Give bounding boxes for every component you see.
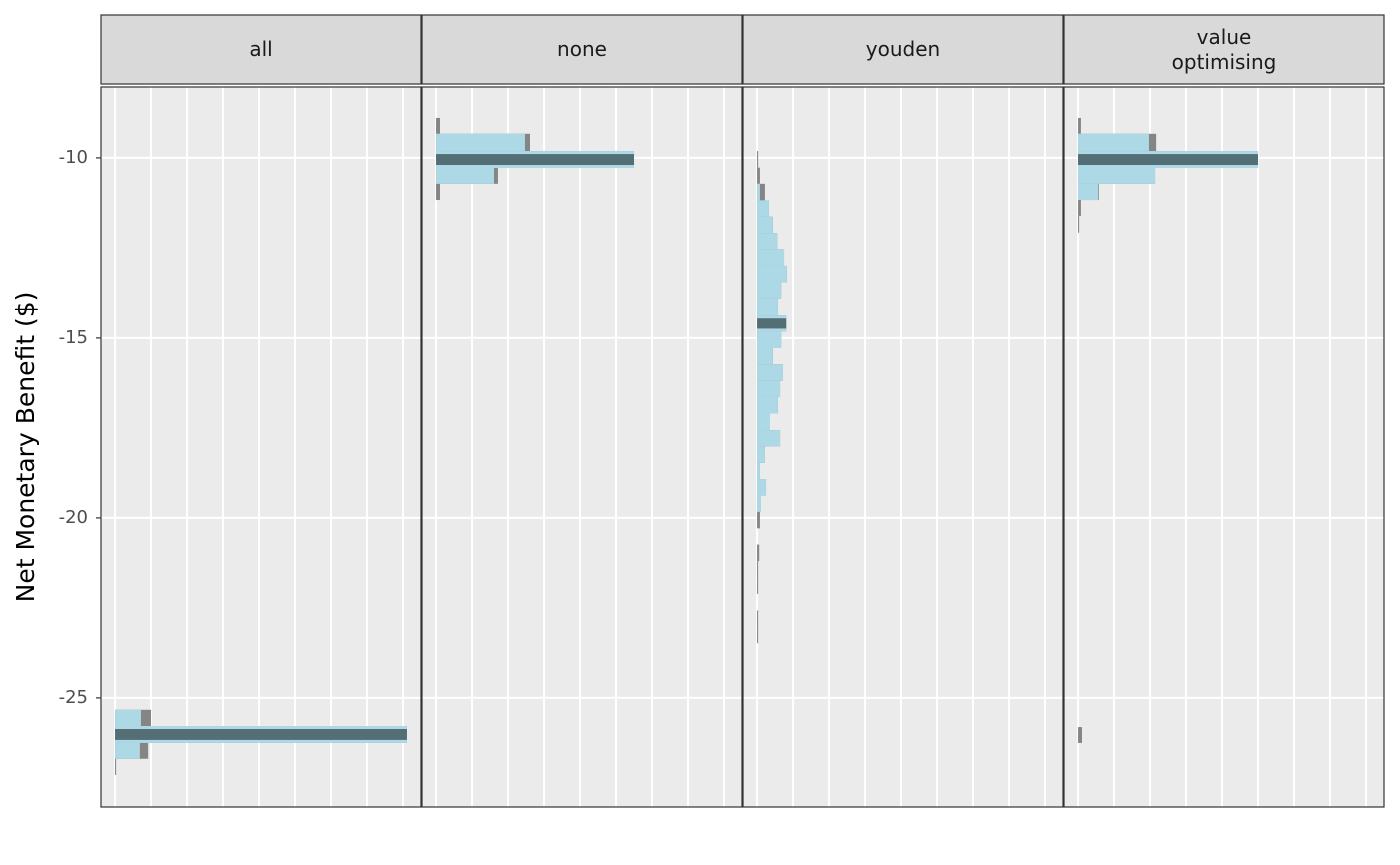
panel-border xyxy=(100,86,422,808)
bar xyxy=(757,396,778,414)
bar xyxy=(757,462,760,480)
panel xyxy=(743,87,1063,807)
bar xyxy=(757,282,782,299)
strip xyxy=(1063,14,1385,85)
strip-label: youden xyxy=(865,37,941,61)
outline-bar xyxy=(1078,200,1081,216)
panel xyxy=(1064,87,1384,807)
bar xyxy=(757,249,785,266)
y-tick-label: -15 xyxy=(59,327,88,348)
bar xyxy=(115,709,141,726)
panel-border xyxy=(421,86,743,808)
outline-bar xyxy=(757,626,759,644)
bar xyxy=(757,233,778,250)
bar xyxy=(1078,183,1099,201)
y-tick-label: -20 xyxy=(59,507,88,528)
bar xyxy=(1078,168,1156,184)
highlight-bar xyxy=(1078,154,1259,165)
highlight-bar xyxy=(115,729,407,740)
strip-label: all xyxy=(249,37,273,61)
strip-label: none xyxy=(557,37,607,61)
outline-bar xyxy=(757,511,760,529)
bar xyxy=(757,298,778,316)
bar xyxy=(1078,133,1149,152)
outline-bar xyxy=(757,561,759,578)
bar xyxy=(757,364,783,381)
bar xyxy=(757,495,761,512)
panel-border xyxy=(742,86,1064,808)
strip-label: value optimising xyxy=(1171,24,1277,74)
outline-bar xyxy=(757,544,760,562)
y-tick-label: -10 xyxy=(59,147,88,168)
bar xyxy=(757,446,765,463)
panel xyxy=(422,87,742,807)
outline-bar xyxy=(1078,215,1080,233)
bar xyxy=(757,216,773,234)
outline-bar xyxy=(1078,117,1081,134)
outline-bar xyxy=(436,183,440,201)
bar xyxy=(757,183,760,201)
bar xyxy=(757,331,782,348)
outline-bar xyxy=(757,577,759,594)
outline-bar xyxy=(115,758,117,775)
strip xyxy=(421,14,743,85)
strip xyxy=(742,14,1064,85)
bar xyxy=(436,168,494,184)
outline-bar xyxy=(757,151,759,168)
panel xyxy=(101,87,421,807)
bar xyxy=(757,200,769,217)
bar xyxy=(757,380,781,397)
bar xyxy=(757,265,787,283)
panel-border xyxy=(1063,86,1385,808)
strip xyxy=(100,14,422,85)
bar xyxy=(115,742,140,759)
outline-bar xyxy=(757,610,759,627)
outline-bar xyxy=(757,183,765,201)
highlight-bar xyxy=(436,154,635,165)
y-tick-label: -25 xyxy=(59,687,88,708)
outline-bar xyxy=(757,167,760,184)
highlight-bar xyxy=(757,318,787,329)
outline-bar xyxy=(1078,727,1082,743)
outline-bar xyxy=(436,117,440,134)
y-axis-label: Net Monetary Benefit ($) xyxy=(11,292,40,603)
bar xyxy=(757,413,770,431)
bar xyxy=(757,348,773,365)
bar xyxy=(757,430,781,447)
bar xyxy=(757,479,767,496)
bar xyxy=(436,133,525,152)
